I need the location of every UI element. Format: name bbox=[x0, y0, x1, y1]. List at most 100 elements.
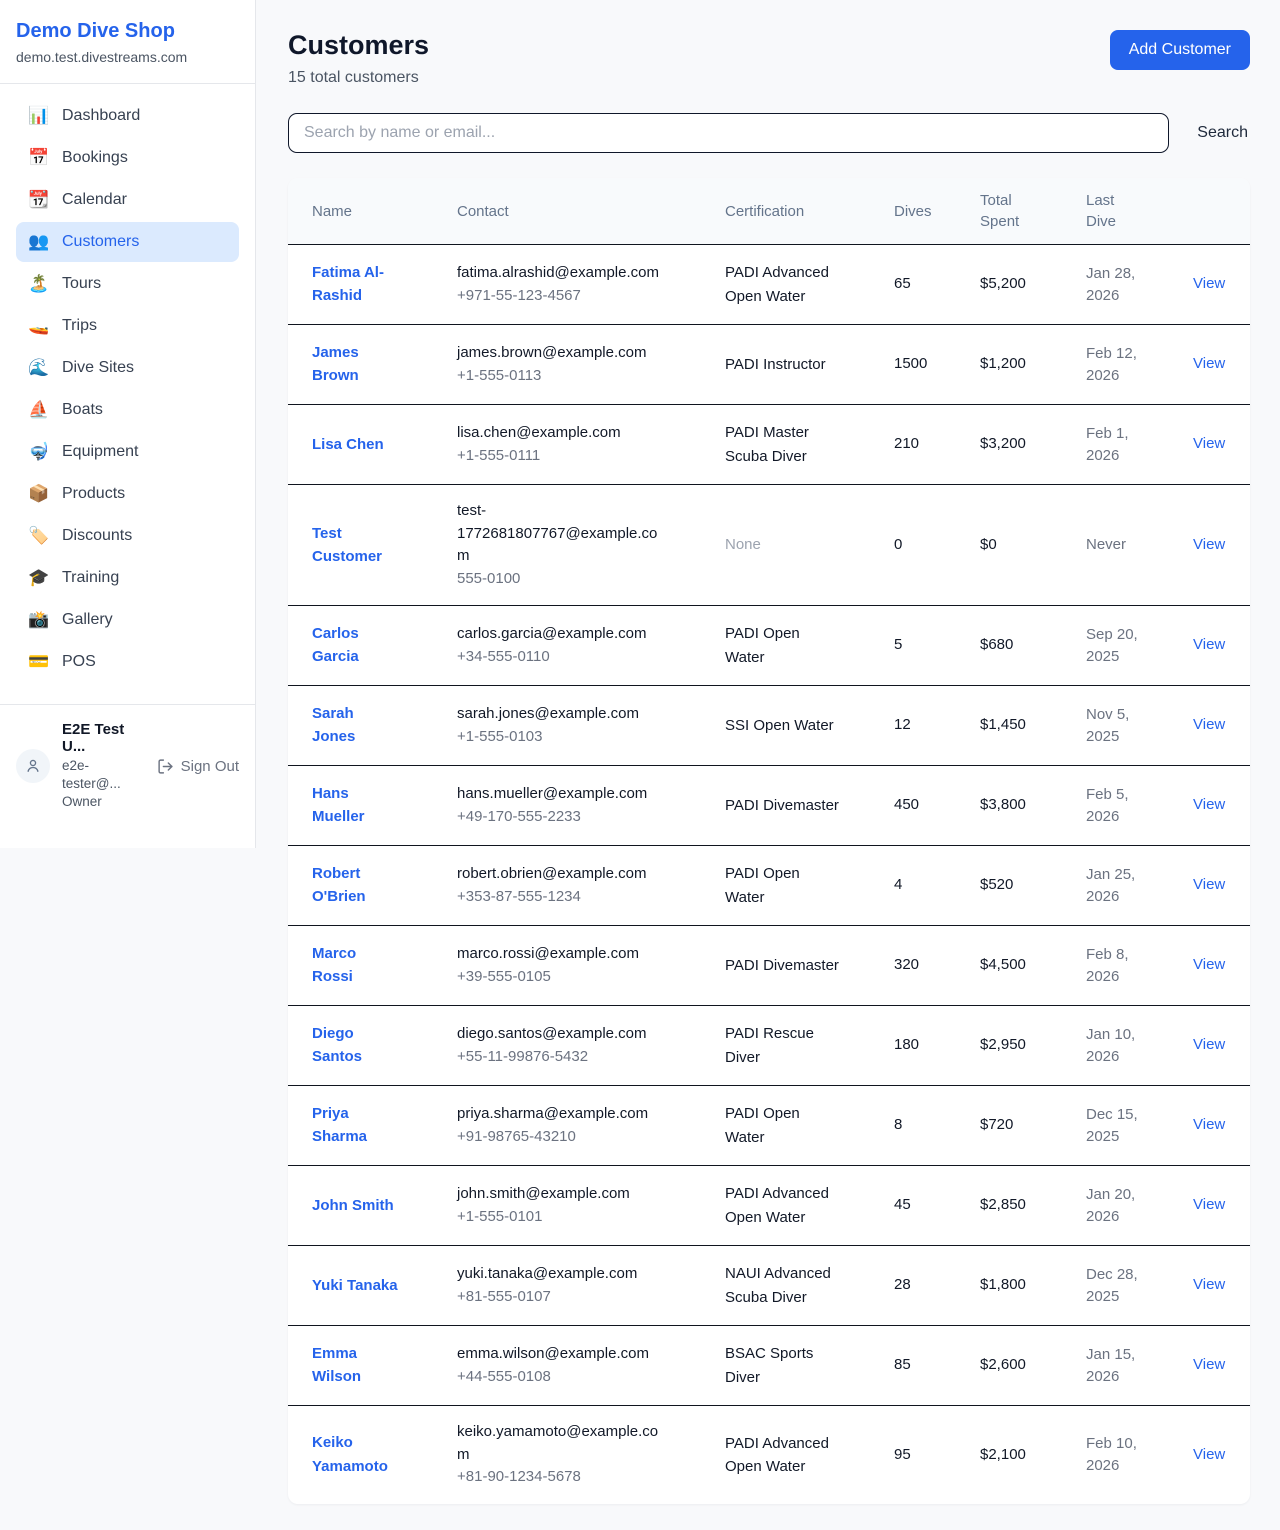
customer-email: sarah.jones@example.com bbox=[457, 705, 639, 722]
sidebar-item-label: Training bbox=[62, 569, 120, 586]
total-spent: $680 bbox=[980, 636, 1014, 654]
sidebar-item-label: Boats bbox=[62, 401, 103, 418]
last-dive: Feb 12, 2026 bbox=[1086, 344, 1137, 384]
customer-name-link[interactable]: Fatima Al-Rashid bbox=[312, 264, 384, 305]
sidebar-item-boats[interactable]: ⛵ Boats bbox=[16, 390, 239, 430]
view-link[interactable]: View bbox=[1193, 355, 1226, 373]
customer-name-link[interactable]: Sarah Jones bbox=[312, 705, 356, 746]
customer-phone: +91-98765-43210 bbox=[457, 1127, 576, 1145]
sidebar-item-label: POS bbox=[62, 653, 96, 670]
customer-phone: 555-0100 bbox=[457, 569, 521, 587]
sidebar-item-gallery[interactable]: 📸 Gallery bbox=[16, 600, 239, 640]
view-link[interactable]: View bbox=[1193, 1196, 1226, 1214]
dives-count: 45 bbox=[894, 1196, 911, 1214]
last-dive: Jan 20, 2026 bbox=[1086, 1185, 1136, 1225]
sidebar-item-label: Bookings bbox=[62, 149, 128, 166]
customer-email: robert.obrien@example.com bbox=[457, 865, 647, 882]
view-link[interactable]: View bbox=[1193, 1116, 1226, 1134]
sidebar-nav: 📊 Dashboard 📅 Bookings 📆 Calendar 👥 Cust… bbox=[0, 84, 255, 700]
sidebar-item-pos[interactable]: 💳 POS bbox=[16, 642, 239, 682]
add-customer-button[interactable]: Add Customer bbox=[1109, 30, 1250, 70]
last-dive: Feb 8, 2026 bbox=[1086, 945, 1129, 985]
sidebar-header: Demo Dive Shop demo.test.divestreams.com bbox=[0, 0, 255, 84]
sidebar-item-dive-sites[interactable]: 🌊 Dive Sites bbox=[16, 348, 239, 388]
total-spent: $1,800 bbox=[980, 1276, 1026, 1294]
customer-name-link[interactable]: Yuki Tanaka bbox=[312, 1276, 398, 1294]
customer-name-link[interactable]: Carlos Garcia bbox=[312, 625, 359, 666]
sidebar-item-label: Products bbox=[62, 485, 126, 502]
customer-name-link[interactable]: Hans Mueller bbox=[312, 785, 365, 826]
sidebar-item-trips[interactable]: 🚤 Trips bbox=[16, 306, 239, 346]
view-link[interactable]: View bbox=[1193, 535, 1226, 553]
sidebar-item-equipment[interactable]: 🤿 Equipment bbox=[16, 432, 239, 472]
sidebar-item-training[interactable]: 🎓 Training bbox=[16, 558, 239, 598]
sidebar-item-products[interactable]: 📦 Products bbox=[16, 474, 239, 514]
view-link[interactable]: View bbox=[1193, 1356, 1226, 1374]
dives-count: 5 bbox=[894, 636, 903, 654]
customer-phone: +1-555-0101 bbox=[457, 1207, 543, 1225]
dives-count: 180 bbox=[894, 1036, 920, 1054]
search-button[interactable]: Search bbox=[1195, 120, 1250, 146]
customer-name-link[interactable]: Test Customer bbox=[312, 524, 383, 565]
view-link[interactable]: View bbox=[1193, 1445, 1226, 1463]
customer-name-link[interactable]: John Smith bbox=[312, 1196, 394, 1214]
column-header-last-dive: Last Dive bbox=[1086, 192, 1117, 230]
calendar-icon: 📆 bbox=[28, 190, 50, 209]
sidebar-item-label: Gallery bbox=[62, 611, 113, 628]
view-link[interactable]: View bbox=[1193, 876, 1226, 894]
total-spent: $4,500 bbox=[980, 956, 1026, 974]
total-spent: $5,200 bbox=[980, 275, 1026, 293]
last-dive: Feb 10, 2026 bbox=[1086, 1435, 1137, 1474]
view-link[interactable]: View bbox=[1193, 275, 1226, 293]
view-link[interactable]: View bbox=[1193, 956, 1226, 974]
equipment-icon: 🤿 bbox=[28, 442, 50, 461]
table-row: Test Customer test-1772681807767@example… bbox=[288, 485, 1250, 606]
customer-email: marco.rossi@example.com bbox=[457, 945, 639, 962]
dives-count: 8 bbox=[894, 1116, 903, 1134]
certification: BSAC Sports Diver bbox=[725, 1345, 814, 1386]
user-email: e2e-tester@... bbox=[62, 758, 121, 792]
customer-email: carlos.garcia@example.com bbox=[457, 625, 647, 642]
certification: PADI Master Scuba Diver bbox=[725, 424, 809, 465]
customer-name-link[interactable]: Lisa Chen bbox=[312, 435, 384, 453]
customer-phone: +81-555-0107 bbox=[457, 1287, 551, 1305]
customer-name-link[interactable]: Emma Wilson bbox=[312, 1345, 362, 1386]
customer-name-link[interactable]: Priya Sharma bbox=[312, 1105, 368, 1146]
certification: PADI Open Water bbox=[725, 1105, 800, 1146]
customer-phone: +44-555-0108 bbox=[457, 1367, 551, 1385]
customer-name-link[interactable]: Keiko Yamamoto bbox=[312, 1434, 388, 1475]
sidebar-item-bookings[interactable]: 📅 Bookings bbox=[16, 138, 239, 178]
view-link[interactable]: View bbox=[1193, 716, 1226, 734]
search-input[interactable] bbox=[288, 113, 1170, 153]
certification: None bbox=[725, 536, 761, 554]
sign-out-button[interactable]: Sign Out bbox=[157, 758, 239, 775]
view-link[interactable]: View bbox=[1193, 435, 1226, 453]
customer-phone: +55-11-99876-5432 bbox=[457, 1047, 589, 1065]
sidebar-item-dashboard[interactable]: 📊 Dashboard bbox=[16, 96, 239, 136]
customer-name-link[interactable]: James Brown bbox=[312, 344, 359, 385]
tours-icon: 🏝️ bbox=[28, 274, 50, 293]
sidebar-item-tours[interactable]: 🏝️ Tours bbox=[16, 264, 239, 304]
sidebar-item-discounts[interactable]: 🏷️ Discounts bbox=[16, 516, 239, 556]
last-dive: Jan 15, 2026 bbox=[1086, 1345, 1136, 1385]
dives-count: 1500 bbox=[894, 355, 928, 373]
view-link[interactable]: View bbox=[1193, 796, 1226, 814]
customer-name-link[interactable]: Robert O'Brien bbox=[312, 865, 366, 906]
customer-name-link[interactable]: Marco Rossi bbox=[312, 945, 357, 986]
view-link[interactable]: View bbox=[1193, 1276, 1226, 1294]
certification: PADI Advanced Open Water bbox=[725, 264, 829, 305]
products-icon: 📦 bbox=[28, 484, 50, 503]
total-spent: $0 bbox=[980, 535, 997, 553]
column-header-contact: Contact bbox=[457, 202, 509, 220]
sidebar-item-label: Customers bbox=[62, 233, 140, 250]
column-header-actions bbox=[1193, 199, 1226, 223]
sign-out-icon bbox=[158, 759, 173, 774]
customer-name-link[interactable]: Diego Santos bbox=[312, 1025, 363, 1066]
customer-phone: +49-170-555-2233 bbox=[457, 807, 581, 825]
user-section: E2E Test U... e2e-tester@... Owner Sign … bbox=[0, 704, 255, 828]
view-link[interactable]: View bbox=[1193, 1036, 1226, 1054]
sidebar-item-calendar[interactable]: 📆 Calendar bbox=[16, 180, 239, 220]
sidebar-item-customers[interactable]: 👥 Customers bbox=[16, 222, 239, 262]
view-link[interactable]: View bbox=[1193, 636, 1226, 654]
total-spent: $2,850 bbox=[980, 1196, 1026, 1214]
